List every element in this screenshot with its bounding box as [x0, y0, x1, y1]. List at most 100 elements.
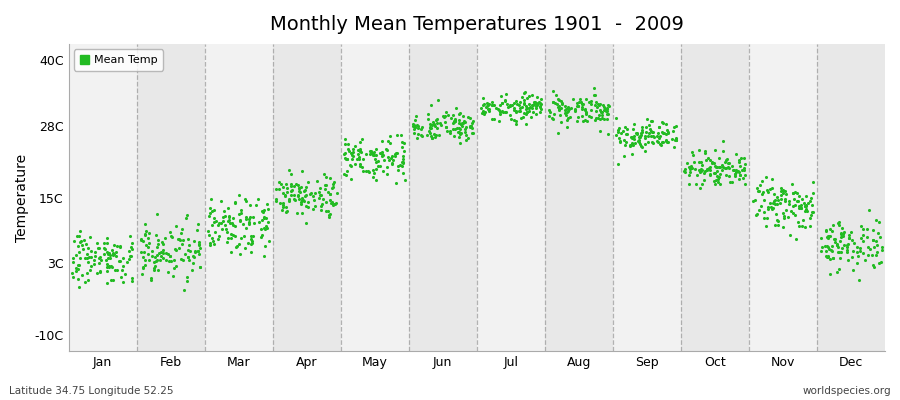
- Point: [223, 220, 238, 226]
- Point: [390, 150, 404, 156]
- Point: [447, 133, 462, 139]
- Point: [353, 148, 367, 154]
- Point: [165, 234, 179, 240]
- Point: [823, 256, 837, 262]
- Point: [866, 236, 880, 243]
- Point: [682, 164, 697, 170]
- Point: [702, 165, 716, 172]
- Point: [601, 131, 616, 138]
- Point: [840, 244, 854, 250]
- Point: [461, 114, 475, 120]
- Point: [255, 208, 269, 214]
- Point: [233, 217, 248, 224]
- Point: [492, 109, 507, 115]
- Point: [822, 245, 836, 252]
- Point: [627, 140, 642, 146]
- Point: [241, 221, 256, 228]
- Point: [242, 216, 256, 222]
- Point: [626, 126, 640, 132]
- Point: [709, 173, 724, 180]
- Point: [718, 159, 733, 165]
- Point: [183, 247, 197, 254]
- Bar: [204, 44, 273, 351]
- Point: [825, 242, 840, 249]
- Point: [588, 92, 602, 98]
- Point: [70, 233, 85, 240]
- Point: [476, 95, 491, 101]
- Point: [216, 214, 230, 220]
- Point: [706, 178, 721, 184]
- Point: [339, 156, 354, 162]
- Point: [274, 181, 288, 187]
- Point: [328, 201, 342, 207]
- Point: [292, 185, 306, 191]
- Point: [804, 195, 818, 201]
- Point: [388, 153, 402, 160]
- Point: [308, 190, 322, 196]
- Point: [695, 162, 709, 169]
- Point: [580, 109, 594, 116]
- Point: [185, 253, 200, 260]
- Point: [379, 146, 393, 153]
- Point: [311, 189, 326, 195]
- Point: [75, 271, 89, 278]
- Point: [776, 210, 790, 216]
- Point: [545, 99, 560, 106]
- Point: [660, 127, 674, 134]
- Point: [148, 258, 163, 264]
- Point: [230, 242, 244, 249]
- Point: [77, 255, 92, 261]
- Point: [125, 240, 140, 246]
- Point: [557, 103, 572, 109]
- Point: [415, 124, 429, 130]
- Point: [708, 170, 723, 177]
- Point: [759, 223, 773, 230]
- Point: [257, 253, 272, 259]
- Point: [186, 238, 201, 244]
- Point: [727, 172, 742, 179]
- Point: [518, 106, 533, 112]
- Point: [840, 247, 854, 253]
- Point: [464, 123, 478, 129]
- Point: [771, 222, 786, 228]
- Point: [290, 210, 304, 216]
- Point: [698, 148, 712, 154]
- Point: [558, 106, 572, 113]
- Point: [71, 266, 86, 272]
- Point: [868, 238, 883, 244]
- Point: [639, 124, 653, 130]
- Point: [376, 152, 391, 158]
- Point: [337, 171, 351, 177]
- Point: [852, 245, 867, 252]
- Point: [344, 175, 358, 182]
- Point: [752, 188, 767, 194]
- Point: [299, 192, 313, 198]
- Point: [492, 118, 507, 124]
- Point: [377, 156, 392, 163]
- Point: [734, 154, 748, 161]
- Point: [144, 248, 158, 254]
- Point: [708, 164, 723, 170]
- Point: [380, 147, 394, 153]
- Point: [407, 126, 421, 132]
- Point: [175, 240, 189, 247]
- Point: [356, 156, 371, 162]
- Point: [260, 201, 274, 208]
- Point: [587, 92, 601, 98]
- Point: [120, 259, 134, 265]
- Point: [452, 117, 466, 123]
- Point: [579, 96, 593, 102]
- Point: [568, 105, 582, 112]
- Point: [323, 211, 338, 217]
- Point: [323, 175, 338, 181]
- Point: [721, 172, 735, 179]
- Point: [328, 199, 343, 206]
- Point: [637, 148, 652, 154]
- Point: [789, 190, 804, 196]
- Point: [503, 103, 517, 109]
- Point: [640, 116, 654, 122]
- Point: [481, 102, 495, 108]
- Point: [764, 176, 778, 182]
- Point: [681, 180, 696, 187]
- Point: [769, 211, 783, 217]
